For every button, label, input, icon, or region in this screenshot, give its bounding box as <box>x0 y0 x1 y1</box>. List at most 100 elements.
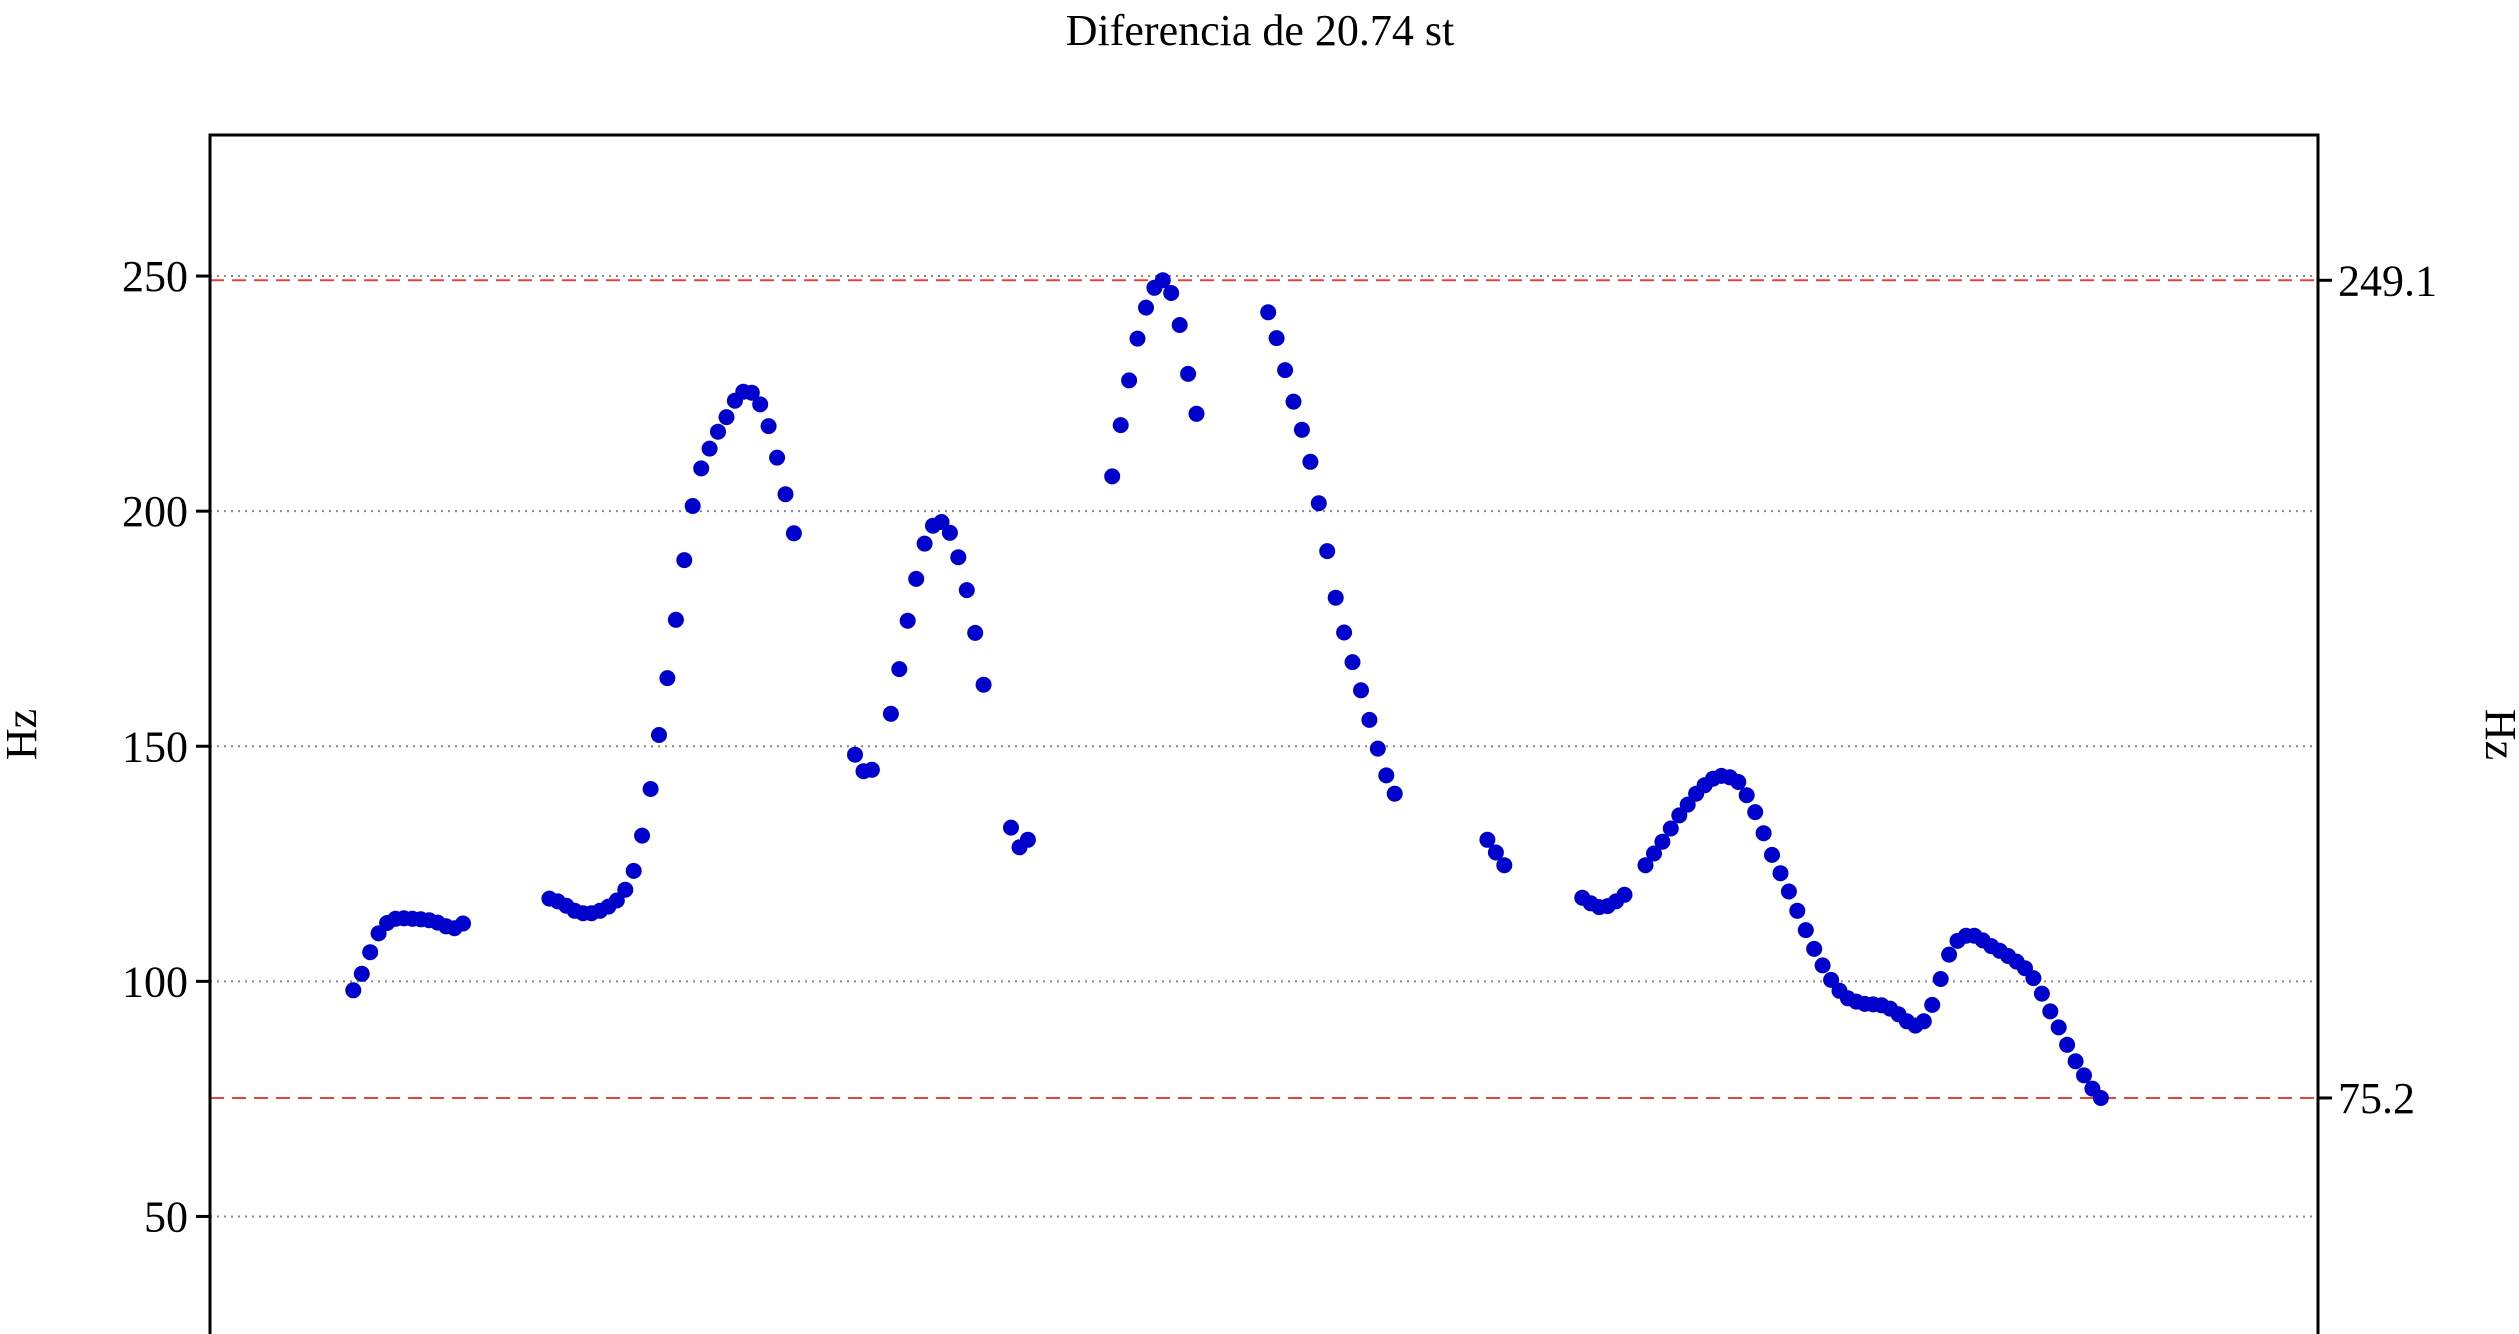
data-point <box>1662 820 1679 837</box>
data-point <box>1637 857 1654 874</box>
reference-line-label: 249.1 <box>2338 256 2437 305</box>
data-point <box>1285 393 1302 410</box>
data-point <box>1277 362 1294 379</box>
data-point <box>882 705 899 722</box>
data-point <box>1924 996 1941 1013</box>
data-point <box>667 611 684 628</box>
data-point <box>967 624 984 641</box>
reference-lines: 249.1 75.2 <box>210 256 2437 1123</box>
data-point <box>353 965 370 982</box>
data-point <box>1003 819 1019 836</box>
data-point <box>651 727 667 743</box>
data-point <box>1369 740 1386 757</box>
y-tick-label: 250 <box>122 252 188 301</box>
grid-lines <box>210 275 2318 1218</box>
data-point <box>1180 365 1197 382</box>
data-point <box>933 514 950 530</box>
data-point <box>1496 857 1513 874</box>
data-point <box>1112 417 1129 434</box>
y-tick-label: 200 <box>122 487 188 536</box>
data-point <box>1171 317 1188 333</box>
y-axis-label-right: Hz <box>2476 709 2519 760</box>
data-point <box>1814 957 1831 974</box>
data-point <box>1386 785 1403 802</box>
data-point <box>1679 796 1696 813</box>
data-point <box>1479 831 1496 848</box>
data-point <box>1344 654 1361 671</box>
data-point <box>1823 971 1840 988</box>
data-point <box>659 670 676 687</box>
data-point <box>1487 844 1504 861</box>
data-point <box>777 486 794 503</box>
data-point <box>642 781 659 797</box>
data-point <box>743 384 760 401</box>
data-point <box>1268 330 1285 347</box>
data-point <box>1319 543 1336 560</box>
data-point <box>1121 372 1138 389</box>
data-point <box>1378 767 1395 784</box>
data-point <box>899 612 916 629</box>
data-point <box>785 525 802 542</box>
data-point <box>718 409 735 426</box>
data-point <box>1353 682 1369 699</box>
data-point <box>1738 787 1755 804</box>
data-point <box>1747 804 1764 821</box>
data-point <box>608 892 625 909</box>
data-point <box>1104 468 1121 485</box>
data-point <box>1780 883 1797 900</box>
data-point <box>1730 774 1747 790</box>
data-point <box>1764 846 1780 863</box>
data-point <box>950 549 967 566</box>
data-point <box>617 881 634 898</box>
data-point <box>1188 405 1205 422</box>
data-point <box>345 982 362 999</box>
data-point <box>1293 421 1310 438</box>
y-tick-label: 100 <box>122 957 188 1006</box>
data-point <box>941 524 958 541</box>
data-point <box>1789 902 1806 919</box>
reference-line-label: 75.2 <box>2338 1074 2415 1123</box>
data-point <box>1671 807 1688 824</box>
data-point <box>916 535 933 552</box>
data-point <box>1163 285 1180 301</box>
data-point <box>1806 940 1823 957</box>
data-point <box>634 827 651 844</box>
data-point <box>1755 825 1772 842</box>
data-point <box>693 460 710 477</box>
data-point <box>847 746 863 763</box>
data-point <box>1361 711 1378 728</box>
data-point <box>2042 1003 2059 1020</box>
data-point <box>752 396 769 413</box>
plot-frame <box>208 133 2320 1334</box>
y-axis-label-left: Hz <box>0 709 46 760</box>
data-point <box>2092 1090 2109 1106</box>
data-point <box>684 498 701 514</box>
data-point <box>1616 886 1633 903</box>
data-point <box>2050 1019 2067 1036</box>
data-point <box>625 862 642 879</box>
data-point <box>2059 1036 2076 1053</box>
data-point <box>1019 831 1036 848</box>
data-point <box>1646 845 1662 862</box>
data-point <box>891 661 908 678</box>
data-point <box>2067 1053 2084 1070</box>
data-point <box>1654 833 1671 850</box>
data-point <box>1797 922 1814 939</box>
data-point <box>1336 624 1353 641</box>
data-point <box>769 449 786 466</box>
data-point <box>1941 946 1958 963</box>
data-point <box>1932 971 1949 987</box>
data-point <box>863 761 880 778</box>
data-point <box>1772 865 1789 882</box>
data-point <box>908 570 925 587</box>
chart-title: Diferencia de 20.74 st <box>1066 6 1455 55</box>
data-point <box>362 944 379 961</box>
data-point <box>2076 1067 2092 1084</box>
y-tick-label: 50 <box>144 1192 188 1241</box>
y-tick-label: 150 <box>122 722 188 771</box>
data-point <box>1129 330 1146 347</box>
data-point <box>2025 970 2042 987</box>
data-point <box>975 676 992 693</box>
data-point <box>676 552 693 569</box>
